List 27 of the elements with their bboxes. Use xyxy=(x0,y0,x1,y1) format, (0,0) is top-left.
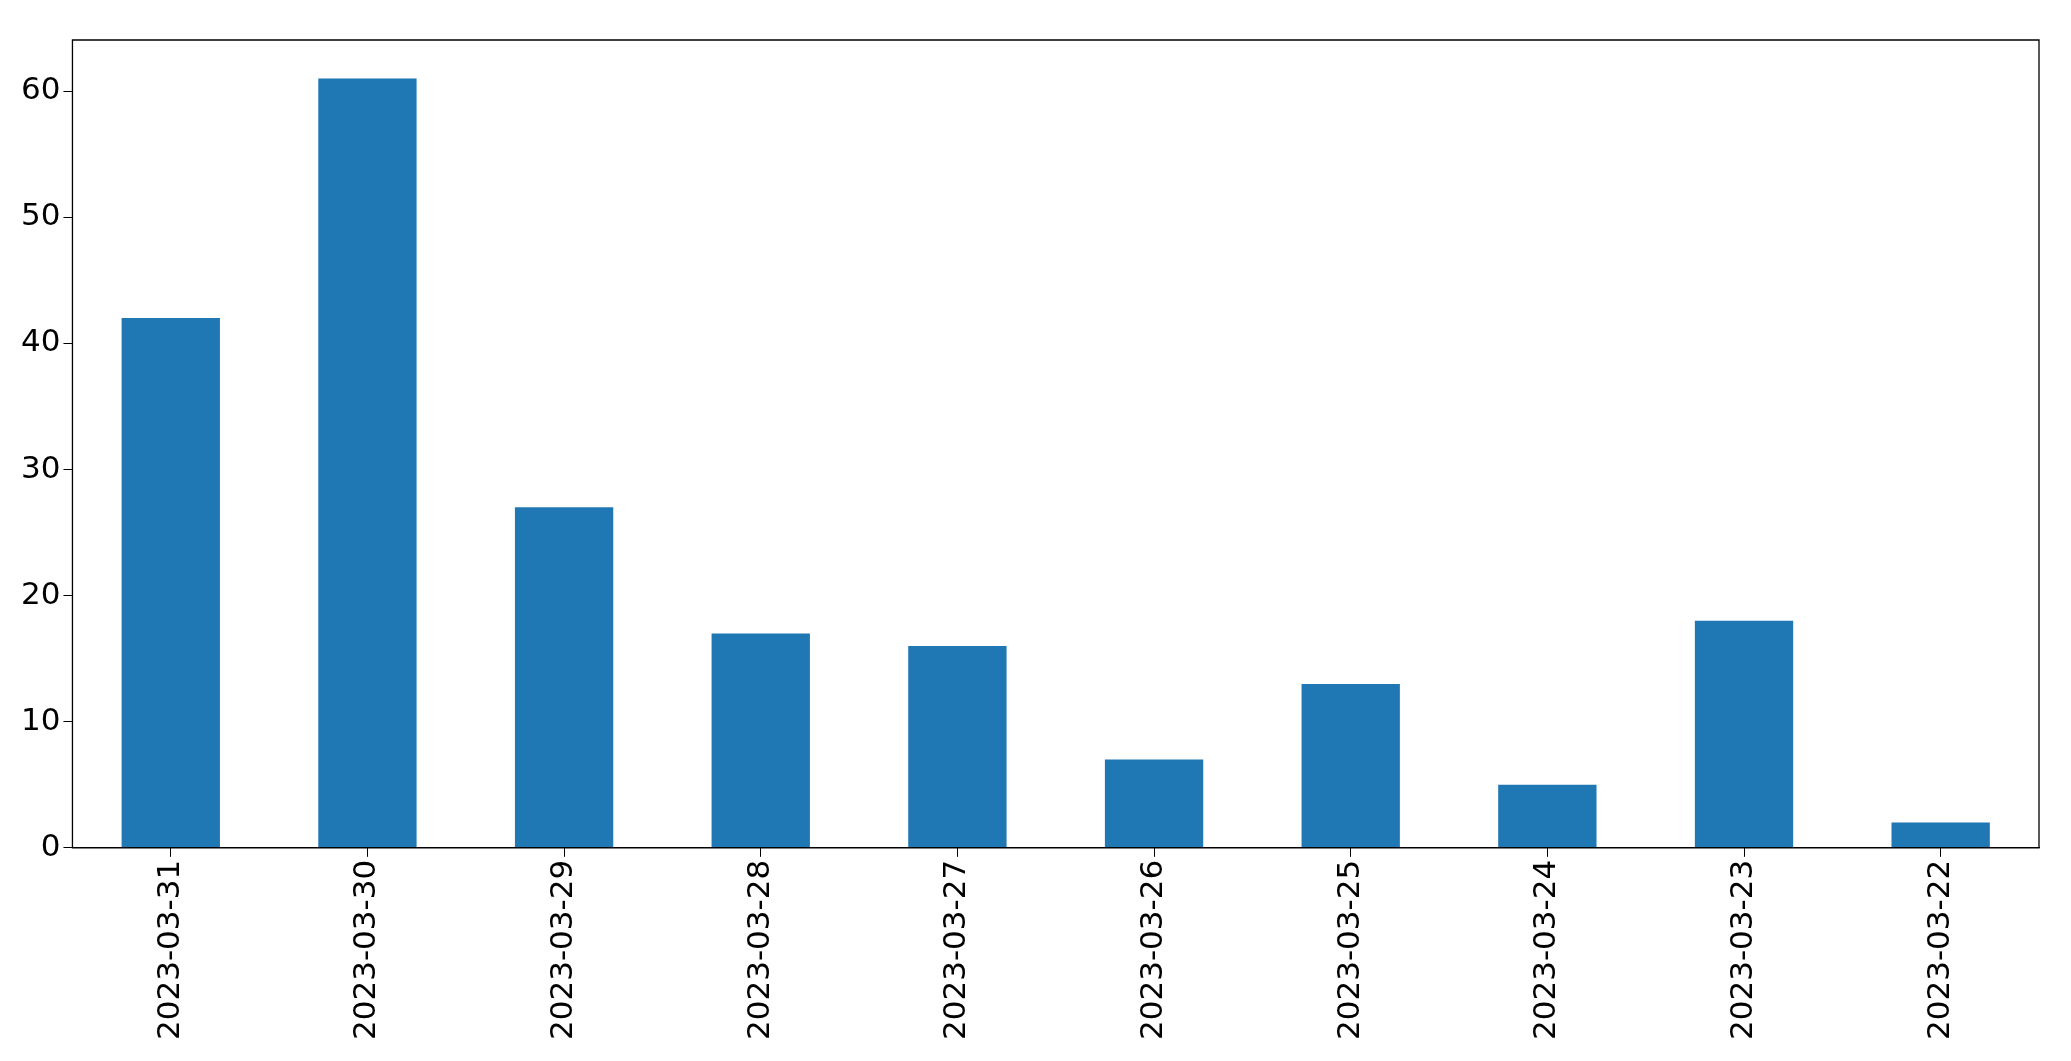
y-tick-label: 20 xyxy=(20,574,61,611)
bar xyxy=(1498,784,1597,848)
y-tick-label: 30 xyxy=(20,448,61,485)
bar xyxy=(1104,759,1204,848)
x-tick-label: 2023-03-22 xyxy=(1919,859,1956,1041)
bar xyxy=(1694,620,1794,848)
bar xyxy=(318,78,417,848)
bar xyxy=(514,507,614,848)
bar xyxy=(908,646,1007,848)
y-tick-label: 40 xyxy=(20,322,61,359)
bar xyxy=(121,318,220,848)
bar xyxy=(1891,822,1990,848)
x-tick-label: 2023-03-27 xyxy=(936,859,973,1041)
x-tick-label: 2023-03-29 xyxy=(543,859,580,1041)
x-tick-label: 2023-03-23 xyxy=(1723,859,1760,1041)
x-tick-label: 2023-03-25 xyxy=(1329,859,1366,1041)
bar xyxy=(1301,683,1400,848)
x-tick-label: 2023-03-30 xyxy=(346,859,383,1041)
y-tick-label: 50 xyxy=(20,196,61,233)
y-tick-label: 60 xyxy=(20,70,61,107)
x-tick-label: 2023-03-28 xyxy=(739,859,776,1041)
bar xyxy=(711,633,810,848)
y-tick-label: 0 xyxy=(40,826,61,863)
x-tick-label: 2023-03-26 xyxy=(1133,859,1170,1041)
x-tick-label: 2023-03-24 xyxy=(1526,859,1563,1041)
y-tick-label: 10 xyxy=(20,700,61,737)
x-tick-label: 2023-03-31 xyxy=(149,859,186,1041)
